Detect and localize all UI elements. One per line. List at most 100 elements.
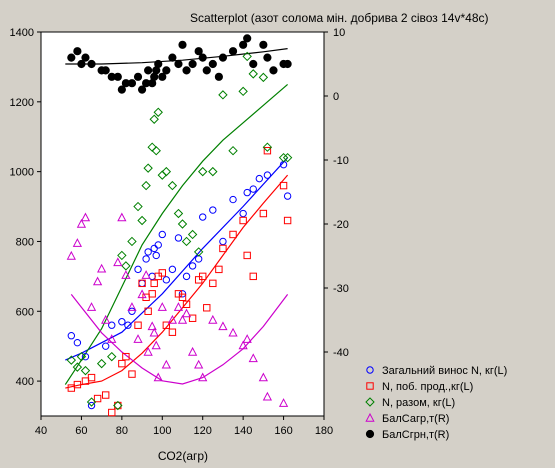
point-series-4 xyxy=(137,289,147,299)
point-series-1 xyxy=(134,265,142,274)
point-series-3 xyxy=(198,166,208,177)
point-series-4 xyxy=(113,257,123,267)
point-series-5 xyxy=(137,85,147,94)
point-series-2 xyxy=(209,279,217,288)
y-right-tick-label: 10 xyxy=(333,27,345,39)
legend-label-series-3: N, разом, кг(L) xyxy=(382,397,455,409)
x-tick-label: 180 xyxy=(315,425,333,437)
point-series-5 xyxy=(101,66,110,75)
point-series-4 xyxy=(258,372,268,382)
point-series-3 xyxy=(133,201,143,212)
point-series-4 xyxy=(121,270,131,279)
point-series-4 xyxy=(153,372,163,382)
point-series-1 xyxy=(188,262,197,270)
point-series-3 xyxy=(66,355,77,365)
point-series-1 xyxy=(182,272,191,281)
legend-marker-series-3 xyxy=(365,397,375,407)
point-series-4 xyxy=(238,340,248,350)
point-series-3 xyxy=(262,142,273,152)
plot-area xyxy=(40,31,325,417)
point-series-4 xyxy=(248,353,258,363)
point-series-2 xyxy=(128,370,136,378)
point-series-3 xyxy=(151,145,161,156)
point-series-1 xyxy=(152,251,160,260)
point-series-2 xyxy=(219,244,227,253)
point-series-3 xyxy=(208,166,218,177)
point-series-2 xyxy=(138,279,146,288)
point-series-4 xyxy=(147,321,157,331)
point-series-3 xyxy=(153,107,163,117)
point-series-3 xyxy=(127,236,137,247)
point-series-5 xyxy=(198,53,207,62)
point-series-4 xyxy=(173,302,184,311)
point-series-5 xyxy=(249,59,258,69)
point-series-4 xyxy=(107,334,117,343)
point-series-3 xyxy=(242,51,252,62)
point-series-2 xyxy=(168,328,177,336)
point-series-1 xyxy=(108,321,116,329)
legend-label-series-1: Загальний винос N, кг(L) xyxy=(382,365,507,377)
point-series-5 xyxy=(174,59,183,69)
point-series-5 xyxy=(208,59,217,69)
point-series-3 xyxy=(181,236,192,247)
point-series-2 xyxy=(259,209,268,218)
point-series-3 xyxy=(117,250,127,261)
x-tick-label: 80 xyxy=(116,425,128,437)
point-series-4 xyxy=(97,263,107,273)
point-series-5 xyxy=(283,59,292,69)
point-series-3 xyxy=(187,229,198,240)
y-left-tick-label: 400 xyxy=(16,376,34,388)
point-series-5 xyxy=(158,72,167,81)
point-series-5 xyxy=(77,59,86,69)
point-series-4 xyxy=(80,212,91,222)
point-series-2 xyxy=(203,304,211,312)
point-series-5 xyxy=(154,59,163,69)
point-series-2 xyxy=(73,380,82,389)
point-series-1 xyxy=(118,318,126,326)
point-series-2 xyxy=(178,293,187,302)
point-series-1 xyxy=(263,171,272,179)
point-series-3 xyxy=(149,114,159,124)
point-series-1 xyxy=(249,185,257,193)
point-series-2 xyxy=(279,181,288,190)
point-series-3 xyxy=(143,163,153,173)
point-series-3 xyxy=(278,152,289,163)
legend-marker-series-4 xyxy=(365,412,375,422)
chart-title: Scatterplot (азот солома мін. добрива 2 … xyxy=(190,11,489,25)
point-series-3 xyxy=(177,219,188,229)
point-series-2 xyxy=(188,314,197,322)
x-tick-label: 100 xyxy=(153,425,171,437)
y-right-tick-label: 0 xyxy=(333,91,339,103)
point-series-2 xyxy=(118,359,126,368)
point-series-1 xyxy=(243,188,251,197)
point-series-5 xyxy=(228,47,238,56)
point-series-4 xyxy=(198,372,208,382)
point-series-5 xyxy=(117,85,126,94)
point-series-4 xyxy=(72,238,83,247)
point-series-2 xyxy=(283,216,292,225)
point-series-1 xyxy=(239,209,247,218)
point-series-1 xyxy=(199,213,207,221)
data-points xyxy=(66,34,293,417)
x-tick-label: 120 xyxy=(194,425,212,437)
point-series-1 xyxy=(87,401,96,410)
point-series-2 xyxy=(158,269,166,277)
point-series-4 xyxy=(187,346,198,356)
point-series-5 xyxy=(178,40,187,49)
legend-marker-series-5 xyxy=(365,429,375,439)
point-series-3 xyxy=(86,397,97,407)
point-series-3 xyxy=(248,69,258,79)
point-series-4 xyxy=(149,327,159,337)
point-series-4 xyxy=(161,359,171,369)
point-series-2 xyxy=(108,408,116,417)
point-series-4 xyxy=(208,314,218,324)
point-series-5 xyxy=(87,59,96,69)
point-series-4 xyxy=(133,334,143,343)
y-left-tick-label: 1200 xyxy=(10,97,34,109)
point-series-2 xyxy=(162,321,171,329)
point-series-4 xyxy=(92,276,103,286)
point-series-4 xyxy=(101,314,111,324)
point-series-1 xyxy=(128,307,136,315)
point-series-4 xyxy=(143,346,153,356)
point-series-1 xyxy=(124,321,132,329)
